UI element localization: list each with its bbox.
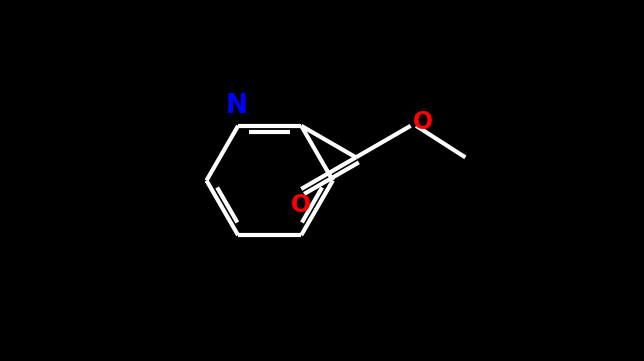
Text: O: O <box>291 192 311 217</box>
Text: O: O <box>412 110 433 134</box>
Text: N: N <box>225 92 247 118</box>
